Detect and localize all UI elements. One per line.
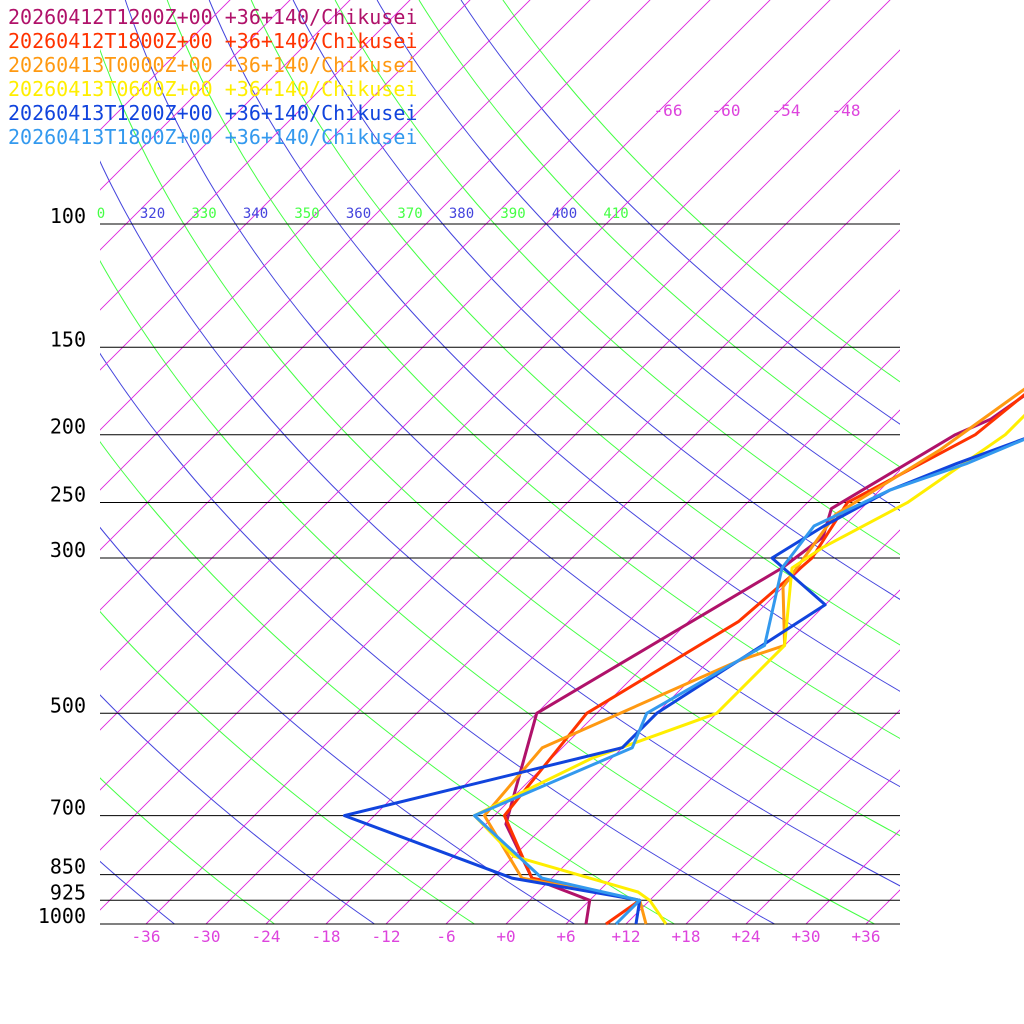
isotherm-top-label: -54: [772, 101, 801, 120]
isotherm-line: [100, 109, 900, 911]
theta-label: 370: [397, 206, 422, 222]
isotherm-line: [986, 0, 1024, 924]
sounding-series: [342, 387, 1024, 926]
isotherm-line: [100, 0, 891, 791]
isotherm-line: [445, 469, 900, 924]
theta-label: 400: [552, 206, 577, 222]
isotherm-line: [100, 49, 900, 851]
temperature-tick-label: -18: [312, 927, 341, 946]
temperature-tick-label: +36: [852, 927, 881, 946]
theta-line: [292, 0, 900, 600]
theta-label: 340: [243, 206, 268, 222]
sounding-line: [342, 437, 1024, 925]
isotherm-line: [325, 349, 900, 924]
theta-label: 380: [449, 206, 474, 222]
theta-line: [100, 526, 575, 924]
isotherm-line: [100, 0, 591, 491]
isotherm-top-label: -66: [654, 101, 683, 120]
theta-label: 320: [140, 206, 165, 222]
temperature-tick-label: +24: [732, 927, 761, 946]
theta-label: 390: [500, 206, 525, 222]
theta-line: [100, 48, 900, 837]
isotherm-line: [505, 529, 900, 924]
pressure-tick-label: 200: [50, 415, 86, 439]
theta-line: [100, 694, 375, 924]
pressure-tick-label: 500: [50, 693, 86, 717]
theta-line: [100, 160, 900, 887]
theta-line: [250, 0, 900, 646]
isotherm-line: [565, 589, 900, 924]
isotherm-line: [265, 289, 900, 924]
isotherm-line: [100, 0, 531, 431]
sounding-line: [472, 437, 1024, 926]
theta-line: [124, 0, 900, 788]
legend-entry: 20260413T1800Z+00 +36+140/Chikusei: [8, 125, 417, 149]
legend-entry: 20260412T1200Z+00 +36+140/Chikusei: [8, 5, 417, 29]
theta-line: [460, 0, 900, 425]
isotherm-top-label: -60: [712, 101, 741, 120]
temperature-tick-label: +18: [672, 927, 701, 946]
theta-label: 350: [294, 206, 319, 222]
temperature-tick-label: -24: [252, 927, 281, 946]
theta-label: 330: [191, 206, 216, 222]
temperature-tick-label: +30: [792, 927, 821, 946]
theta-line: [166, 0, 900, 740]
isotherm-line: [100, 0, 411, 311]
isotherm-line: [926, 0, 1024, 924]
isotherm-top-label: -48: [832, 101, 861, 120]
isotherm-line: [100, 0, 711, 611]
isotherm-line: [100, 0, 231, 131]
isotherm-line: [205, 229, 900, 924]
isotherm-line: [100, 0, 351, 251]
isotherm-line: [865, 889, 900, 924]
isotherm-line: [145, 169, 900, 924]
sounding-line: [482, 387, 1024, 925]
theta-line: [100, 610, 475, 924]
temperature-tick-label: -30: [192, 927, 221, 946]
temperature-tick-label: +12: [612, 927, 641, 946]
theta-line: [418, 0, 900, 468]
isotherm-line: [685, 709, 900, 924]
temperature-tick-label: +0: [496, 927, 515, 946]
pressure-tick-label: 700: [50, 796, 86, 820]
temperature-tick-label: -6: [436, 927, 455, 946]
theta-line: [100, 259, 875, 924]
theta-line: [100, 440, 675, 924]
isotherm-line: [100, 0, 471, 371]
isotherm-line: [100, 0, 651, 551]
pressure-tick-label: 850: [50, 855, 86, 879]
isotherm-line: [100, 0, 291, 191]
temperature-tick-label: -12: [372, 927, 401, 946]
legend-entry: 20260413T1200Z+00 +36+140/Chikusei: [8, 101, 417, 125]
isotherm-line: [100, 0, 771, 671]
theta-line: [502, 0, 900, 383]
legend-entry: 20260412T1800Z+00 +36+140/Chikusei: [8, 29, 417, 53]
theta-label: 360: [346, 206, 371, 222]
sounding-line: [504, 393, 1024, 925]
pressure-tick-label: 925: [50, 880, 86, 904]
legend-entry: 20260413T0000Z+00 +36+140/Chikusei: [8, 53, 417, 77]
legend: 20260412T1200Z+00 +36+140/Chikusei202604…: [8, 5, 417, 149]
isotherm-line: [100, 0, 831, 731]
isotherm-line: [805, 829, 900, 924]
sounding-line: [502, 393, 1024, 926]
pressure-tick-label: 150: [50, 327, 86, 351]
pressure-tick-label: 1000: [38, 904, 86, 928]
theta-line: [208, 0, 900, 692]
pressure-tick-label: 300: [50, 538, 86, 562]
temperature-tick-label: -36: [132, 927, 161, 946]
theta-label: 410: [603, 206, 628, 222]
theta-line: [376, 0, 900, 512]
theta-label: 0: [97, 206, 105, 222]
isobar-lines: [100, 223, 900, 925]
temperature-tick-label: +6: [556, 927, 575, 946]
legend-entry: 20260413T0600Z+00 +36+140/Chikusei: [8, 77, 417, 101]
pressure-tick-label: 250: [50, 483, 86, 507]
pressure-tick-label: 100: [50, 204, 86, 228]
isotherm-line: [625, 649, 900, 924]
sounding-line: [472, 413, 1024, 925]
